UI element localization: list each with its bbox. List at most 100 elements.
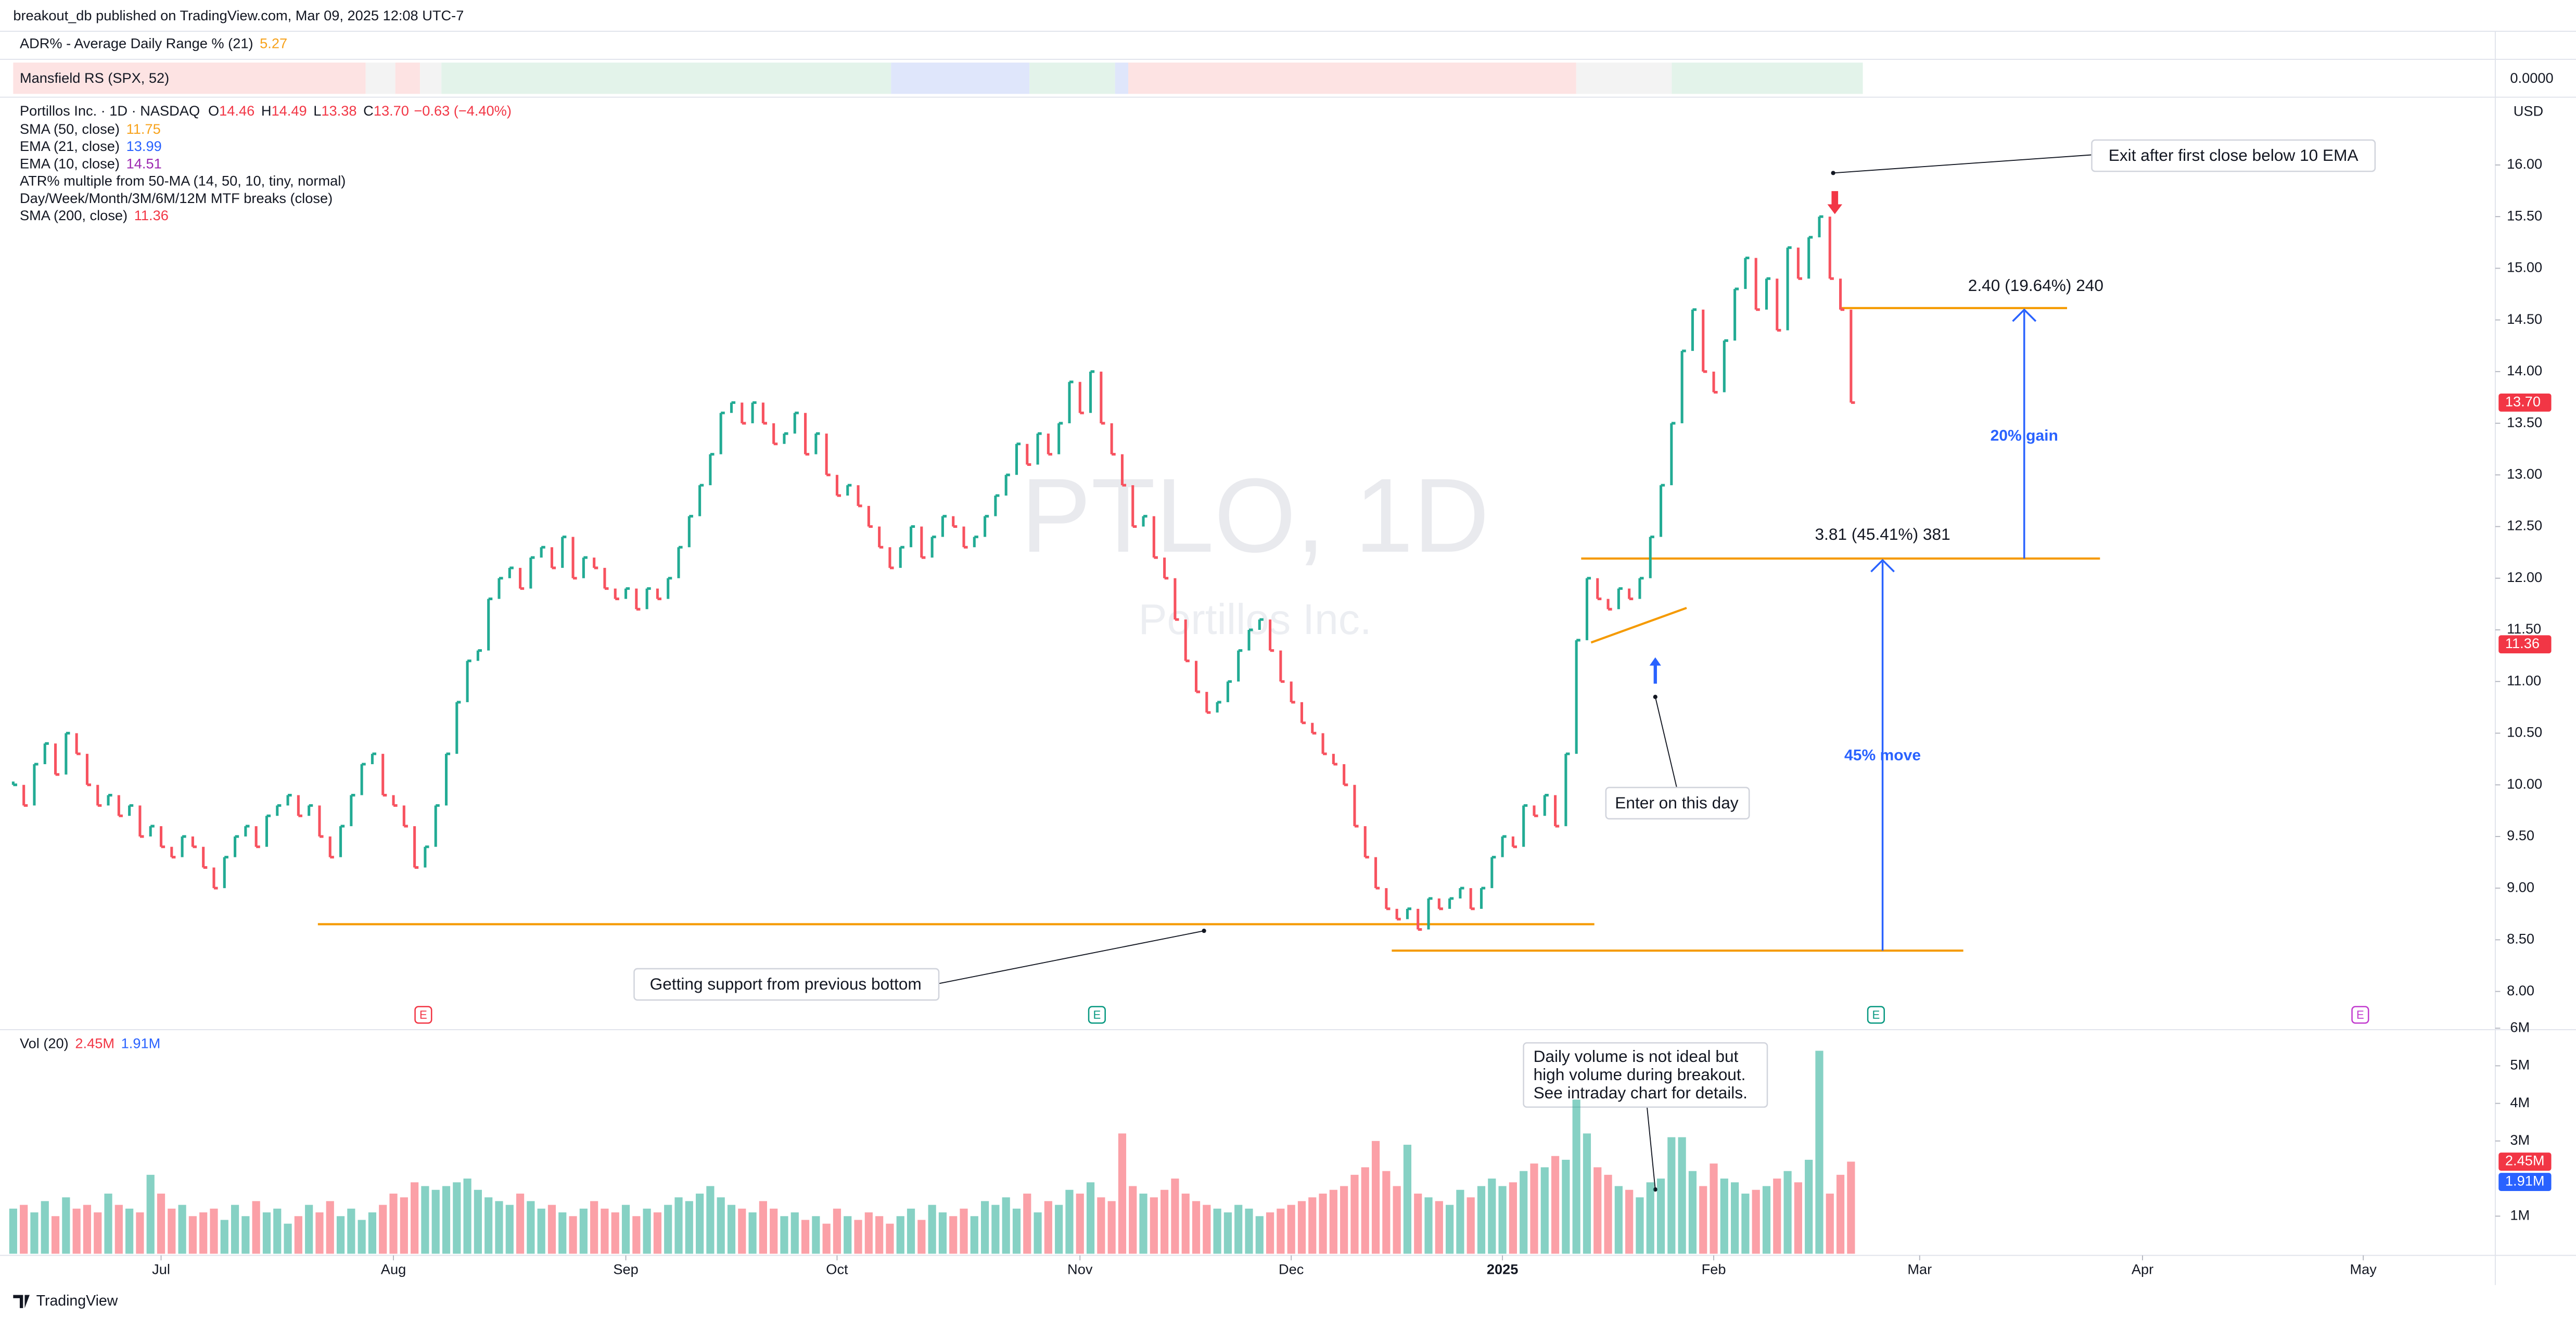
x-tick-label: Jul <box>152 1261 170 1277</box>
measure-label: 2.40 (19.64%) 240 <box>1968 276 2103 295</box>
price-bar <box>1089 370 1095 413</box>
volume-bar <box>1329 1189 1337 1254</box>
price-bar <box>402 805 408 828</box>
price-bar <box>540 546 545 558</box>
volume-bar <box>1287 1205 1295 1254</box>
volume-bar <box>389 1193 398 1254</box>
price-bar <box>371 752 377 764</box>
price-bar <box>1585 577 1591 640</box>
callout-box <box>1523 1042 1768 1108</box>
price-bar <box>561 535 567 568</box>
volume-bar <box>1466 1197 1475 1254</box>
price-bar <box>1036 432 1042 465</box>
price-bar <box>687 515 693 548</box>
x-tick-label: Mar <box>1907 1261 1932 1277</box>
trend-line <box>1590 606 1687 644</box>
price-bar <box>1374 857 1380 890</box>
indicator-value: 14.51 <box>126 156 162 172</box>
callout-text: Getting support from previous bottom <box>650 974 922 993</box>
volume-bar <box>1393 1186 1401 1254</box>
price-bar <box>962 526 968 549</box>
price-bar <box>149 825 155 837</box>
quote-value: 13.38 <box>321 103 356 119</box>
volume-bar <box>1435 1201 1443 1254</box>
volume-bar <box>1192 1201 1201 1254</box>
callout-line <box>1654 697 1677 788</box>
price-bar <box>1395 908 1401 921</box>
price-bar <box>1480 887 1486 909</box>
volume-bar <box>854 1220 862 1254</box>
y-tick-label: 4M <box>2510 1094 2530 1110</box>
volume-bar <box>30 1212 39 1254</box>
price-bar <box>1163 558 1169 580</box>
footer[interactable]: TradingView <box>36 1293 118 1309</box>
price-bar <box>1184 619 1190 663</box>
price-bar <box>234 835 239 857</box>
price-bar <box>1796 247 1802 280</box>
volume-bar <box>379 1205 387 1254</box>
price-bar <box>75 733 81 755</box>
volume-bar <box>1086 1182 1095 1254</box>
band <box>1576 62 1672 94</box>
price-bar <box>582 556 588 578</box>
price-bar <box>825 433 831 476</box>
volume-bar <box>1034 1212 1042 1254</box>
earnings-box[interactable] <box>2351 1006 2369 1024</box>
y-tick-label: 9.00 <box>2507 879 2534 895</box>
pane-value: 5.27 <box>260 35 287 52</box>
volume-bar <box>907 1208 915 1254</box>
volume-bar <box>505 1205 514 1254</box>
volume-bar <box>643 1208 651 1254</box>
volume-bar <box>41 1201 49 1254</box>
volume-bar <box>696 1193 704 1254</box>
earnings-marker[interactable]: E <box>1872 1008 1880 1021</box>
y-tick-label: 16.00 <box>2507 156 2542 172</box>
earnings-marker[interactable]: E <box>2356 1008 2364 1021</box>
price-bar <box>212 867 218 890</box>
indicator-name: Day/Week/Month/3M/6M/12M MTF breaks (clo… <box>20 190 333 206</box>
earnings-box[interactable] <box>414 1006 432 1024</box>
earnings-marker[interactable]: E <box>419 1008 427 1021</box>
volume-bar <box>1107 1201 1116 1254</box>
x-tick-label: May <box>2350 1261 2377 1277</box>
volume-bar <box>1836 1174 1845 1254</box>
price-bar <box>191 836 197 849</box>
price-bar <box>466 660 471 702</box>
measure-label: 45% move <box>1844 747 1921 764</box>
earnings-box[interactable] <box>1088 1006 1106 1024</box>
earnings-marker[interactable]: E <box>1093 1008 1101 1021</box>
price-bar <box>1459 887 1464 898</box>
price-bar <box>709 453 715 486</box>
volume-bar <box>1488 1179 1496 1254</box>
price-bar <box>1321 733 1327 755</box>
price-bar <box>1279 650 1285 683</box>
x-tick-label: Sep <box>613 1261 638 1277</box>
pane-value: 0.0000 <box>2510 70 2553 86</box>
volume-bar <box>875 1216 884 1254</box>
volume-bar <box>188 1216 197 1254</box>
price-bar <box>1437 898 1443 910</box>
price-bar <box>117 795 123 817</box>
y-tick-label: 8.00 <box>2507 982 2534 998</box>
price-bar <box>1205 692 1211 714</box>
volume-bar <box>199 1212 208 1254</box>
callout-box <box>633 968 940 1001</box>
price-bar <box>1533 805 1538 817</box>
price-bar <box>1850 309 1855 404</box>
callout-text: high volume during breakout. <box>1534 1065 1746 1084</box>
volume-bar <box>1530 1163 1538 1254</box>
earnings-box[interactable] <box>1867 1006 1885 1024</box>
price-bar <box>476 649 482 661</box>
volume-bar <box>1245 1208 1253 1254</box>
volume-bar <box>1625 1189 1634 1254</box>
volume-bar <box>1741 1193 1750 1254</box>
price-bar <box>159 826 165 849</box>
price-bar <box>930 535 936 558</box>
x-tick-label: 2025 <box>1487 1261 1519 1277</box>
volume-legend: Vol (20) 2.45M 1.91M <box>20 1035 160 1052</box>
price-bar <box>328 836 334 859</box>
volume-value: 2.45M <box>75 1035 114 1052</box>
price-bar <box>888 547 894 569</box>
band <box>420 62 442 94</box>
volume-bar <box>1731 1182 1739 1254</box>
